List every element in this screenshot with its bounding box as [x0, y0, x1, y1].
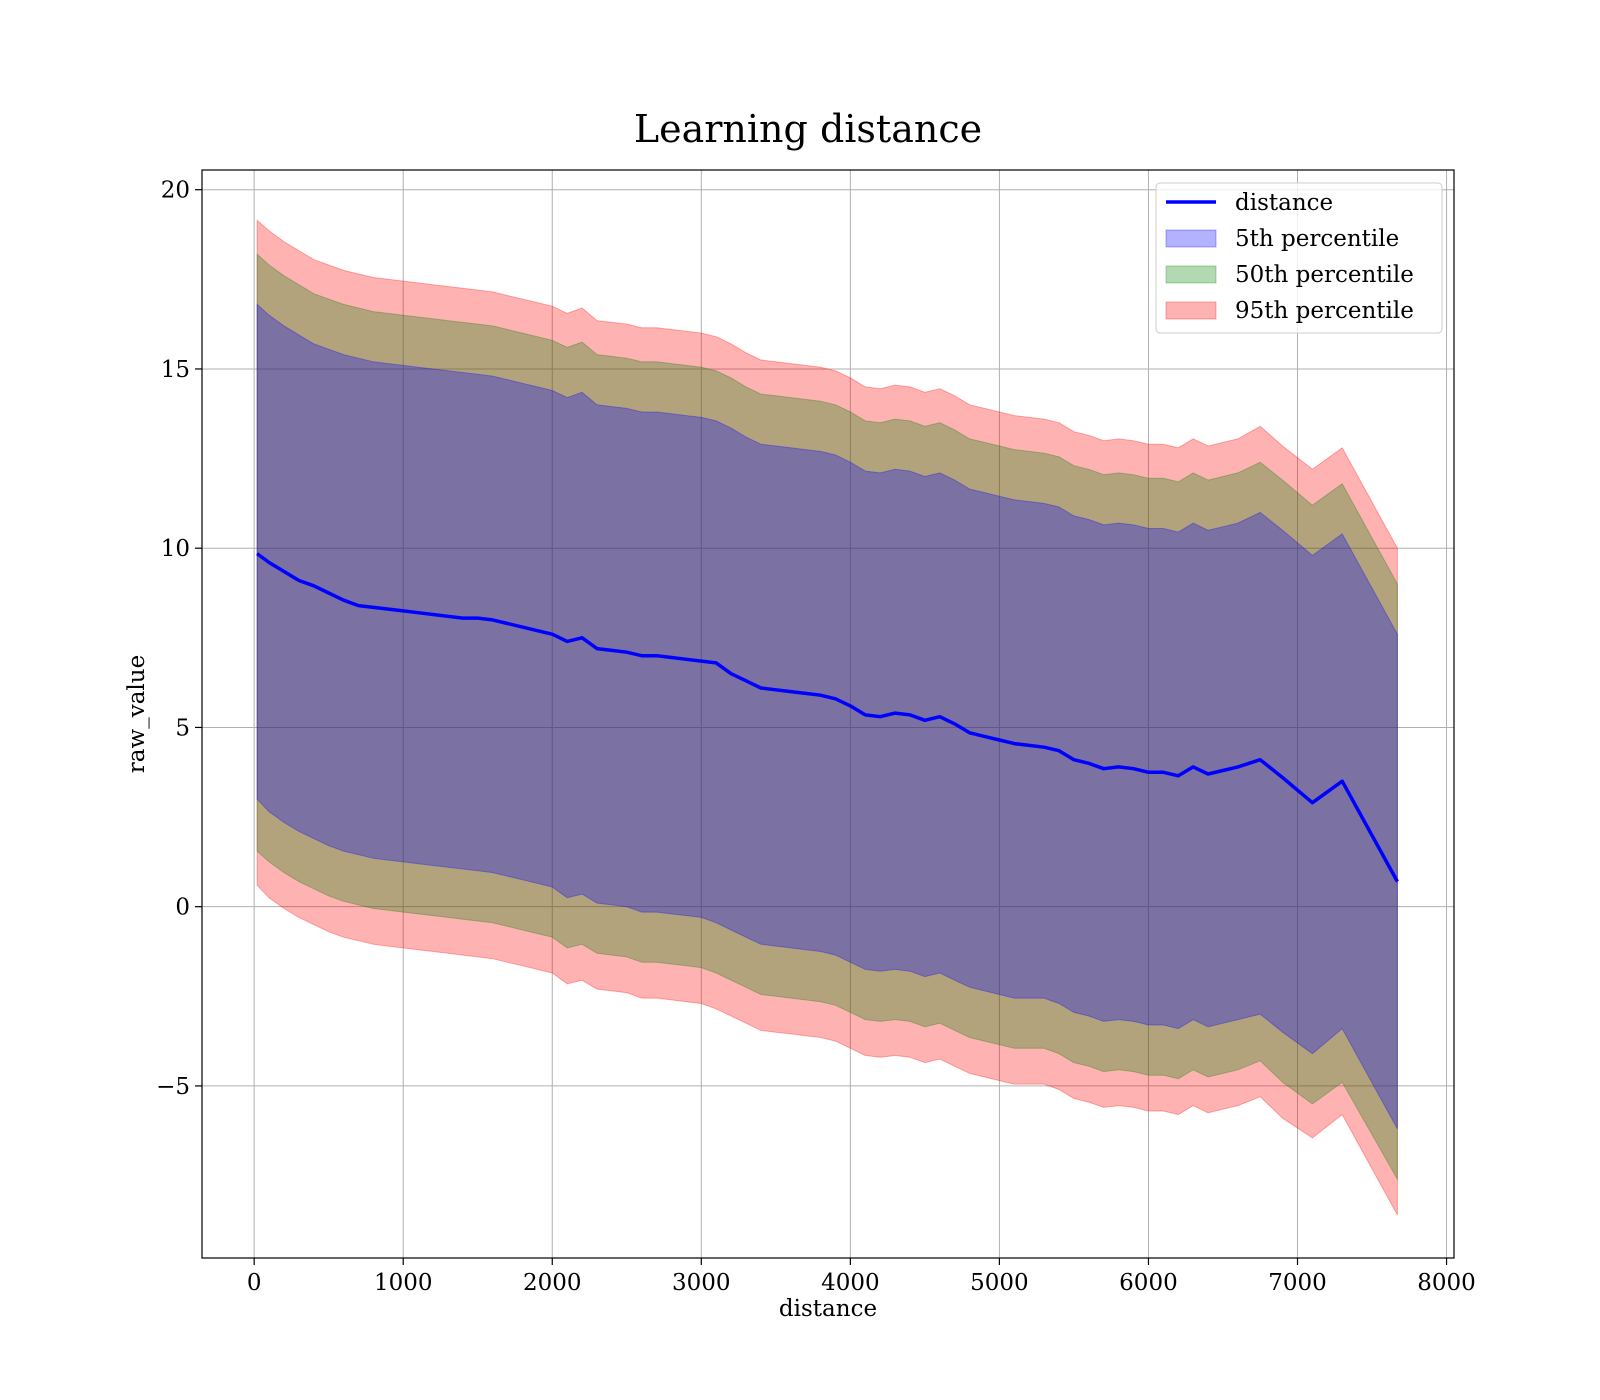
band-5th-percentile [256, 303, 1398, 1130]
y-axis-ticks: −5 0 5 10 15 20 [156, 178, 202, 1100]
y-tick-label: 15 [161, 357, 190, 383]
data-lines [256, 552, 1399, 883]
x-tick-label: 4000 [821, 1270, 880, 1296]
legend-label-distance: distance [1235, 190, 1333, 216]
x-tick-label: 7000 [1268, 1270, 1327, 1296]
x-axis-label: distance [779, 1296, 877, 1322]
percentile-bands [256, 219, 1398, 1216]
band-50th-percentile [256, 253, 1398, 1181]
y-tick-label: −5 [156, 1074, 190, 1100]
x-tick-label: 8000 [1417, 1270, 1476, 1296]
legend-label-50th: 50th percentile [1235, 262, 1414, 288]
legend-label-95th: 95th percentile [1235, 298, 1414, 324]
x-axis-ticks: 0 1000 2000 3000 4000 5000 6000 7000 8000 [247, 1258, 1476, 1296]
band-95th-percentile [256, 219, 1398, 1216]
axes-frame [201, 169, 1455, 1259]
y-axis-label: raw_value [124, 655, 150, 773]
legend: distance 5th percentile 50th percentile … [1155, 182, 1443, 334]
x-tick-label: 0 [247, 1270, 262, 1296]
legend-box [1155, 182, 1443, 334]
x-tick-label: 5000 [970, 1270, 1029, 1296]
x-tick-label: 1000 [374, 1270, 433, 1296]
legend-label-5th: 5th percentile [1235, 226, 1399, 252]
legend-swatch-50th [1165, 265, 1217, 284]
x-tick-label: 3000 [672, 1270, 731, 1296]
x-tick-label: 2000 [523, 1270, 582, 1296]
y-tick-label: 20 [161, 178, 190, 204]
chart-title: Learning distance [634, 107, 982, 151]
grid [202, 170, 1454, 1258]
y-tick-label: 10 [161, 536, 190, 562]
y-tick-label: 0 [175, 895, 190, 921]
series-line-distance [256, 552, 1399, 883]
x-tick-label: 6000 [1119, 1270, 1178, 1296]
legend-swatch-5th [1165, 229, 1217, 248]
legend-swatch-95th [1165, 301, 1217, 320]
y-tick-label: 5 [175, 715, 190, 741]
